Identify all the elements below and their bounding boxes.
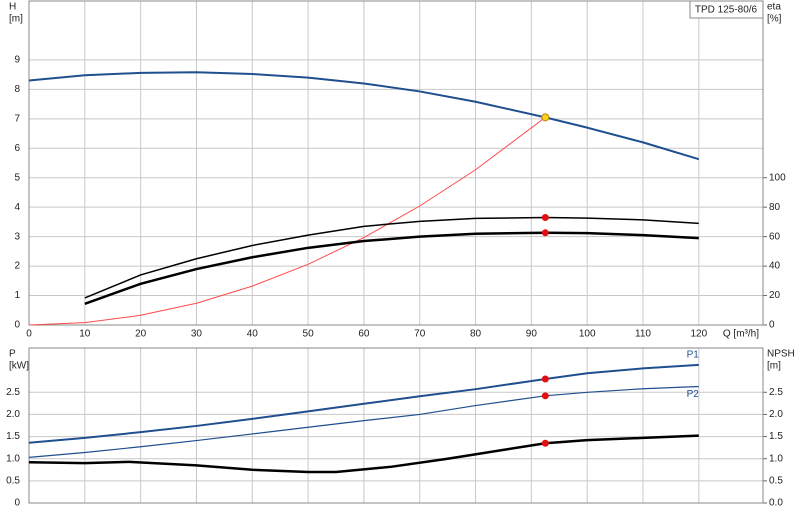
x-tick-label: 110 <box>635 329 651 340</box>
y-axis-unit: [kW] <box>9 361 29 372</box>
y-tick-label: 1.0 <box>6 453 20 464</box>
curve <box>28 434 699 474</box>
y-tick-label: 8 <box>14 84 20 95</box>
y2-tick-label: 2.5 <box>769 387 783 398</box>
y-axis-label: H <box>9 2 16 13</box>
curve-label: P1 <box>687 349 700 360</box>
y-tick-label: 3 <box>14 231 20 242</box>
y-tick-label: 4 <box>14 202 20 213</box>
y2-tick-label: 1.0 <box>769 453 783 464</box>
operating-point <box>541 375 549 383</box>
model-label: TPD 125-80/6 <box>695 5 758 16</box>
y2-axis-label: eta <box>767 2 781 13</box>
curve <box>28 385 699 458</box>
x-tick-label: 0 <box>26 329 32 340</box>
operating-point <box>541 392 549 400</box>
operating-point <box>541 229 549 237</box>
y2-tick-label: 80 <box>769 202 781 213</box>
operating-point <box>541 439 549 447</box>
curve <box>28 116 546 326</box>
y2-tick-label: 1.5 <box>769 431 783 442</box>
y2-tick-label: 2.0 <box>769 409 783 420</box>
plot-frame <box>28 347 764 504</box>
plot-area <box>29 1 763 325</box>
x-tick-label: 60 <box>358 329 370 340</box>
y-tick-label: 0.5 <box>6 475 20 486</box>
curve <box>84 216 699 299</box>
y2-tick-label: 0.0 <box>769 498 783 509</box>
y-axis-unit: [m] <box>9 14 23 25</box>
x-tick-label: 40 <box>247 329 259 340</box>
y-tick-label: 2.5 <box>6 387 20 398</box>
y2-axis-unit: [%] <box>767 14 782 25</box>
x-axis-label: Q [m³/h] <box>723 329 759 340</box>
x-tick-label: 20 <box>135 329 147 340</box>
y2-tick-label: 60 <box>769 231 781 242</box>
y2-tick-label: 20 <box>769 290 781 301</box>
operating-point <box>541 113 550 122</box>
x-tick-label: 10 <box>79 329 91 340</box>
curve <box>28 71 700 161</box>
y-tick-label: 6 <box>14 143 20 154</box>
y-axis-label: P <box>9 349 16 360</box>
plot-frame <box>28 0 764 326</box>
y-tick-label: 1 <box>14 290 20 301</box>
x-tick-label: 100 <box>579 329 596 340</box>
curve <box>84 231 699 305</box>
y-tick-label: 2 <box>14 261 20 272</box>
y2-axis-unit: [m] <box>767 361 781 372</box>
y2-tick-label: 40 <box>769 261 781 272</box>
x-tick-label: 70 <box>414 329 426 340</box>
y-tick-label: 0 <box>14 498 20 509</box>
x-tick-label: 30 <box>191 329 203 340</box>
y2-tick-label: 0.5 <box>769 475 783 486</box>
x-tick-label: 80 <box>470 329 482 340</box>
y2-axis-label: NPSH <box>767 349 795 360</box>
operating-point <box>541 213 549 221</box>
x-tick-label: 90 <box>526 329 538 340</box>
y2-tick-label: 100 <box>769 172 786 183</box>
plot-area <box>29 348 763 503</box>
x-tick-label: 50 <box>303 329 315 340</box>
y-tick-label: 2.0 <box>6 409 20 420</box>
curve-label: P2 <box>687 389 700 400</box>
y-tick-label: 1.5 <box>6 431 20 442</box>
y2-tick-label: 0 <box>769 320 775 331</box>
y-tick-label: 7 <box>14 113 20 124</box>
model-box <box>689 0 764 19</box>
y-tick-label: 9 <box>14 55 20 66</box>
x-tick-label: 120 <box>690 329 707 340</box>
y-tick-label: 0 <box>14 320 20 331</box>
curve <box>28 363 699 444</box>
y-tick-label: 5 <box>14 172 20 183</box>
